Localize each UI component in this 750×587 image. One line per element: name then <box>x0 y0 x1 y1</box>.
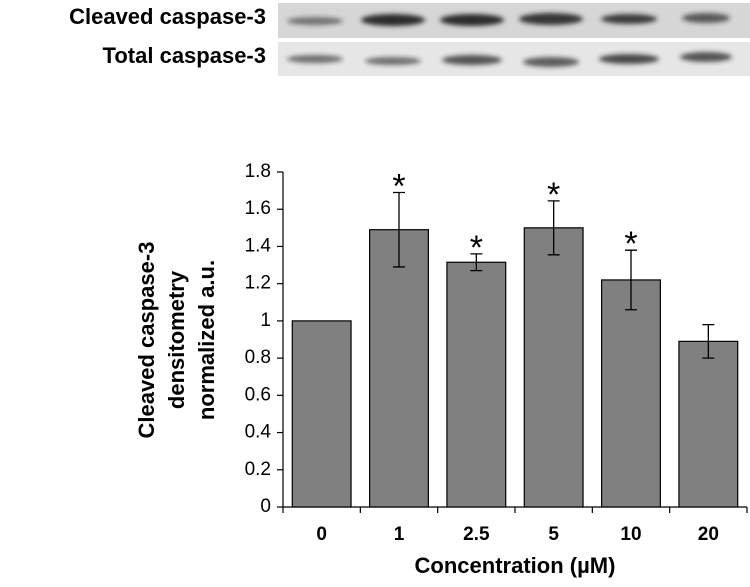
bar <box>291 320 352 508</box>
bar <box>446 261 507 508</box>
significance-mark: * <box>624 225 637 263</box>
blot-band <box>519 13 583 25</box>
y-axis-label: densitometry <box>164 270 189 409</box>
blot-label: Total caspase-3 <box>103 43 266 68</box>
x-tick-label: 2.5 <box>463 524 490 545</box>
blot-band <box>361 14 425 26</box>
x-tick-label: 5 <box>548 524 559 545</box>
blot-band <box>680 52 732 62</box>
y-tick-label: 1 <box>260 310 271 331</box>
blot-strip <box>278 3 750 38</box>
blot-strip <box>278 42 750 76</box>
x-tick-label: 1 <box>394 524 405 545</box>
significance-mark: * <box>470 229 483 267</box>
error-bar <box>393 191 405 268</box>
x-axis-label: Concentration (µM) <box>415 553 616 578</box>
bar <box>523 227 584 508</box>
x-tick-label: 10 <box>620 524 641 545</box>
blot-band <box>601 14 657 24</box>
blot-band <box>287 55 343 63</box>
error-bar <box>702 323 715 359</box>
blot-band <box>287 17 343 25</box>
blot-band <box>442 55 502 65</box>
y-axis-label: normalized a.u. <box>194 260 219 420</box>
error-bar <box>470 253 483 272</box>
significance-mark: * <box>392 167 405 205</box>
blot-band <box>599 54 659 64</box>
y-tick-label: 0.8 <box>245 347 271 368</box>
blot-band <box>365 57 421 65</box>
error-bar <box>625 249 637 311</box>
x-tick-label: 20 <box>698 524 719 545</box>
y-tick-label: 0.2 <box>245 459 271 480</box>
bar <box>369 229 429 508</box>
y-tick-label: 1.8 <box>245 161 271 182</box>
y-tick-label: 1.2 <box>245 273 271 294</box>
blot-label: Cleaved caspase-3 <box>69 4 266 29</box>
bar <box>678 340 739 508</box>
blot-band <box>440 14 504 26</box>
y-tick-label: 1.4 <box>245 235 272 256</box>
bar <box>601 279 661 508</box>
x-tick-label: 0 <box>316 524 327 545</box>
significance-mark: * <box>547 176 560 214</box>
blot-band <box>682 13 730 23</box>
blot: Cleaved caspase-3 Total caspase-3 <box>69 3 750 76</box>
y-tick-label: 0.6 <box>245 384 271 405</box>
y-tick-label: 0.4 <box>245 422 272 443</box>
y-tick-label: 0 <box>260 496 271 517</box>
y-tick-label: 1.6 <box>245 198 271 219</box>
error-bar <box>547 200 560 256</box>
blot-band <box>523 57 579 67</box>
y-axis-label: Cleaved caspase-3 <box>134 242 159 439</box>
